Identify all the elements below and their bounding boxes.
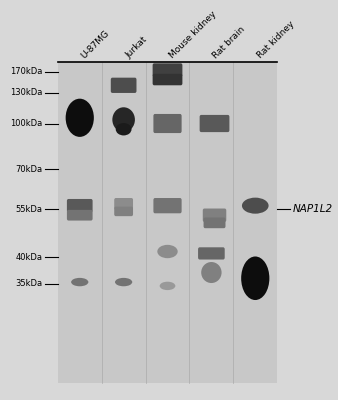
FancyBboxPatch shape [198,247,225,260]
FancyBboxPatch shape [114,207,133,216]
FancyBboxPatch shape [67,210,93,220]
Ellipse shape [160,282,175,290]
FancyBboxPatch shape [153,63,183,77]
Text: 100kDa: 100kDa [10,119,42,128]
Ellipse shape [112,107,135,132]
FancyBboxPatch shape [203,208,226,222]
Ellipse shape [116,123,131,136]
Ellipse shape [66,99,94,137]
Text: 130kDa: 130kDa [10,88,42,98]
Text: Mouse kidney: Mouse kidney [168,10,218,60]
Text: 70kDa: 70kDa [15,165,42,174]
Text: 40kDa: 40kDa [15,253,42,262]
Text: 55kDa: 55kDa [15,205,42,214]
FancyBboxPatch shape [58,62,277,383]
Ellipse shape [115,278,132,286]
Ellipse shape [242,198,269,214]
FancyBboxPatch shape [203,218,225,228]
Ellipse shape [157,245,178,258]
Ellipse shape [241,256,269,300]
FancyBboxPatch shape [111,78,137,93]
FancyBboxPatch shape [153,198,182,213]
Text: Jurkat: Jurkat [124,36,149,60]
FancyBboxPatch shape [67,199,93,212]
FancyBboxPatch shape [114,198,133,210]
Text: Rat brain: Rat brain [211,25,247,60]
FancyBboxPatch shape [153,114,182,133]
FancyBboxPatch shape [200,115,230,132]
Text: NAP1L2: NAP1L2 [293,204,333,214]
Text: Rat kidney: Rat kidney [255,20,296,60]
Text: 170kDa: 170kDa [10,68,42,76]
FancyBboxPatch shape [153,74,183,85]
Ellipse shape [71,278,88,286]
Ellipse shape [201,262,222,283]
Text: U-87MG: U-87MG [80,29,112,60]
Text: 35kDa: 35kDa [15,280,42,288]
